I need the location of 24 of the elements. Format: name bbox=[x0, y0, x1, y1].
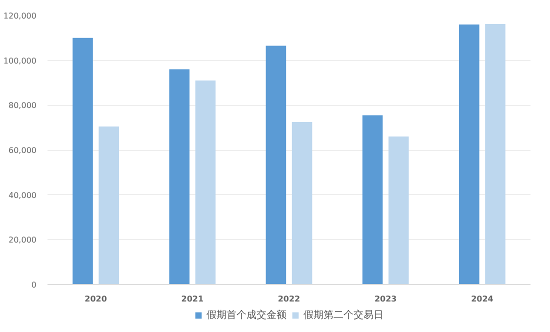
bar bbox=[292, 122, 312, 284]
x-tick-label: 2021 bbox=[181, 294, 204, 304]
bar bbox=[169, 69, 190, 284]
y-tick-label: 40,000 bbox=[8, 190, 37, 200]
bar bbox=[266, 46, 286, 284]
y-tick-label: 100,000 bbox=[3, 56, 37, 66]
y-tick-label: 20,000 bbox=[8, 236, 37, 245]
x-tick-label: 2022 bbox=[278, 294, 300, 304]
bar bbox=[195, 80, 216, 284]
bar bbox=[459, 24, 480, 284]
bar bbox=[388, 136, 409, 284]
y-tick-label: 120,000 bbox=[3, 12, 37, 20]
legend-label: 假期首个成交金额 bbox=[206, 308, 286, 322]
y-tick-label: 60,000 bbox=[8, 146, 37, 155]
x-tick-label: 2023 bbox=[374, 294, 397, 304]
bar bbox=[72, 38, 93, 284]
bar bbox=[98, 126, 119, 284]
bar bbox=[485, 24, 506, 284]
y-tick-label: 0 bbox=[31, 280, 37, 290]
y-tick-label: 80,000 bbox=[8, 101, 37, 110]
x-tick-label: 2024 bbox=[471, 294, 494, 304]
legend-label: 假期第二个交易日 bbox=[304, 308, 384, 322]
x-tick-label: 2020 bbox=[84, 294, 108, 304]
bar bbox=[362, 115, 383, 284]
